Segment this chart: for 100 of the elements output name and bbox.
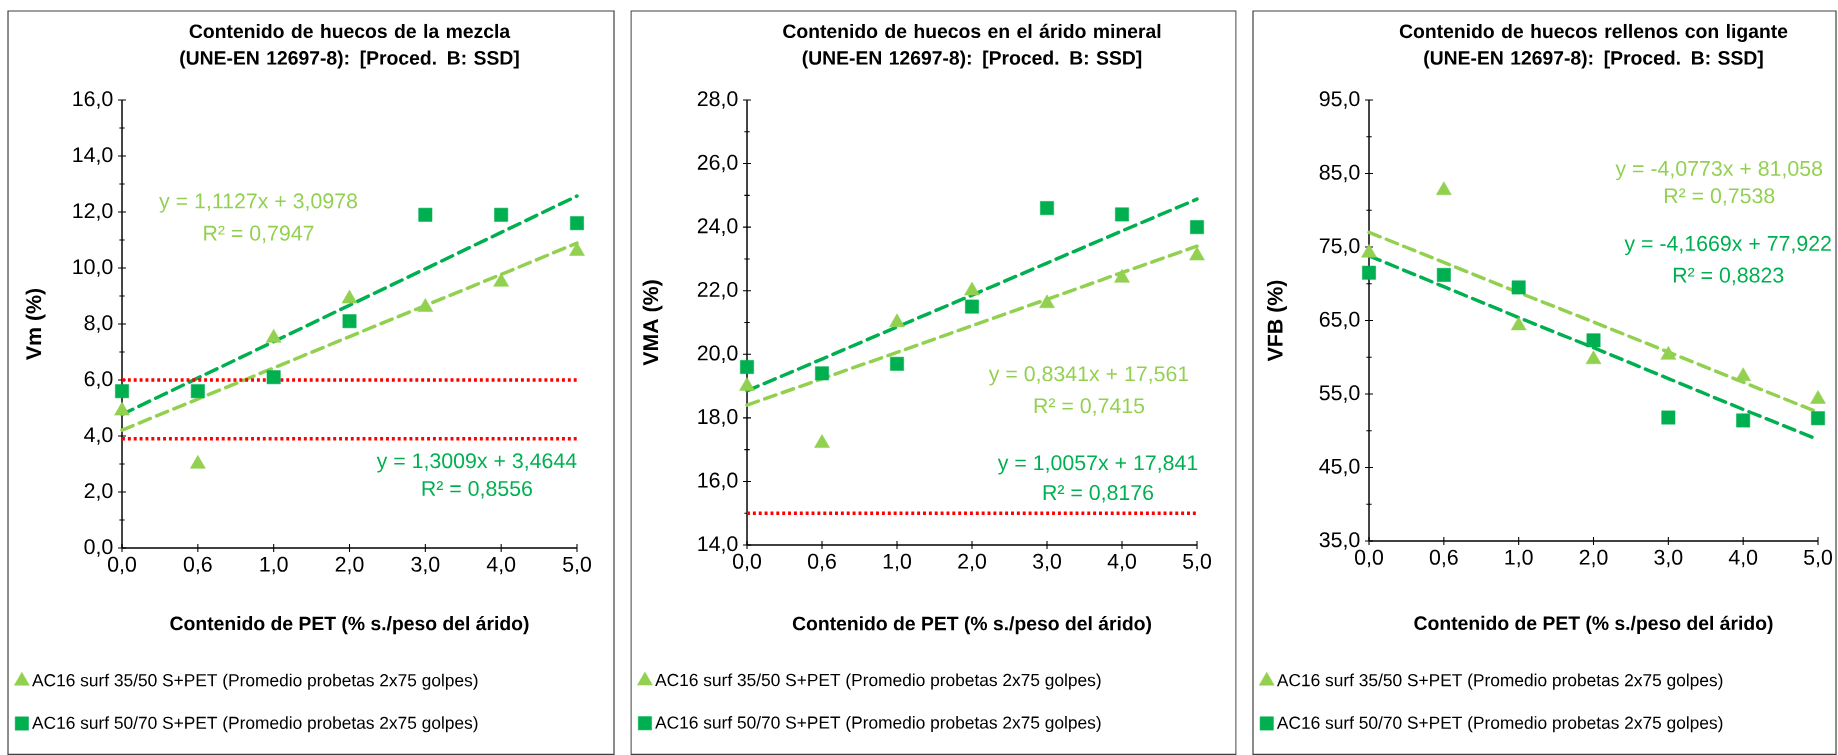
point <box>570 216 584 231</box>
annotation: R² = 0,7947 <box>204 225 314 244</box>
annotation: y = 1,0057x + 17,841 <box>997 455 1198 475</box>
chart-title: Contenido de huecos rellenos con ligante (UNE-EN 12697-8): [Proced. B: SSD] <box>1399 23 1788 69</box>
chart-title: Contenido de huecos en el árido mineral (UNE-EN 12697-8): [Proced. B: SSD] <box>783 23 1161 69</box>
x-tick-label: 4,0 <box>1107 553 1136 572</box>
x-tick-label: 3,0 <box>411 556 440 575</box>
annotation: R² = 0,8823 <box>1673 267 1784 286</box>
point <box>115 384 129 399</box>
point <box>1810 390 1826 404</box>
x-axis-title: Contenido de PET (% s./peso del árido) <box>792 615 1151 635</box>
x-tick-label: 1,0 <box>260 556 288 575</box>
x-tick-label: 1,0 <box>1505 549 1533 568</box>
y-tick-label: 20,0 <box>697 345 738 364</box>
point <box>1114 269 1130 283</box>
x-tick-label: 4,0 <box>1728 549 1758 568</box>
point <box>1436 181 1452 196</box>
x-tick-label: 0,6 <box>1429 549 1458 568</box>
y-tick-label: 75,0 <box>1319 238 1360 256</box>
x-tick-label: 2,0 <box>335 556 364 575</box>
point <box>1811 411 1825 426</box>
y-tick-label: 35,0 <box>1319 532 1360 550</box>
x-tick-label: 0,0 <box>733 553 761 572</box>
point <box>965 299 979 314</box>
y-tick-label: 65,0 <box>1319 311 1360 330</box>
point <box>964 281 980 296</box>
y-tick-label: 85,0 <box>1319 164 1360 183</box>
y-tick-label: 55,0 <box>1319 385 1360 403</box>
point <box>1436 267 1451 282</box>
legend-label: AC16 surf 35/50 S+PET (Promedio probetas 2x75 golpes) <box>1276 673 1723 690</box>
point <box>1039 294 1055 309</box>
annotation: y = 1,1127x + 3,0978 <box>159 193 357 213</box>
y-tick-label: 8,0 <box>84 315 113 333</box>
x-tick-label: 0,0 <box>1355 549 1383 568</box>
annotation: R² = 0,8176 <box>1043 485 1154 503</box>
x-tick-label: 0,6 <box>808 553 836 572</box>
point <box>1585 350 1602 365</box>
annotation: R² = 0,8556 <box>422 480 532 499</box>
x-tick-label: 4,0 <box>486 556 516 575</box>
point <box>341 289 358 304</box>
y-tick-label: 2,0 <box>84 483 113 501</box>
y-tick-label: 16,0 <box>73 91 113 109</box>
point <box>1189 246 1205 261</box>
x-axis-title: Contenido de PET (% s./peso del árido) <box>170 615 529 635</box>
point <box>494 207 509 222</box>
y-tick-label: 6,0 <box>84 371 113 389</box>
legend-label: AC16 surf 50/70 S+PET (Promedio probetas 2x75 golpes) <box>1276 716 1723 733</box>
y-axis-title: VFB (%) <box>1267 280 1287 362</box>
x-tick-label: 0,0 <box>108 556 136 575</box>
point <box>190 455 206 469</box>
point <box>569 242 585 256</box>
point <box>493 273 509 287</box>
y-tick-label: 4,0 <box>84 427 113 445</box>
x-tick-label: 2,0 <box>958 553 986 572</box>
y-axis-title: VMA (%) <box>642 280 663 366</box>
y-tick-label: 16,0 <box>698 472 738 491</box>
point <box>815 366 829 381</box>
legend-label: AC16 surf 35/50 S+PET (Promedio probetas 2x75 golpes) <box>655 673 1101 690</box>
point <box>1510 316 1527 331</box>
y-tick-label: 18,0 <box>698 409 738 427</box>
y-tick-label: 24,0 <box>697 218 738 236</box>
point <box>1040 201 1054 215</box>
point <box>1190 220 1204 235</box>
point <box>190 384 205 399</box>
x-tick-label: 0,6 <box>183 556 212 575</box>
x-tick-label: 3,0 <box>1654 549 1683 568</box>
point <box>740 360 754 374</box>
y-tick-label: 45,0 <box>1319 458 1360 477</box>
y-tick-label: 12,0 <box>73 203 113 221</box>
point <box>265 329 282 343</box>
point <box>739 377 755 391</box>
point <box>1115 207 1129 222</box>
annotation: y = 1,3009x + 3,4644 <box>376 453 577 473</box>
point <box>1661 410 1676 425</box>
x-tick-label: 5,0 <box>1804 549 1832 568</box>
point <box>1660 346 1677 360</box>
point <box>1736 413 1751 428</box>
point <box>890 356 904 371</box>
chart-title: Contenido de huecos de la mezcla (UNE-EN 12697-8): [Proced. B: SSD] <box>180 23 519 69</box>
point <box>1361 243 1377 258</box>
point <box>889 313 905 328</box>
y-tick-label: 95,0 <box>1319 91 1360 109</box>
point <box>1511 280 1526 295</box>
y-tick-label: 26,0 <box>697 154 738 173</box>
point <box>417 298 434 312</box>
legend-label: AC16 surf 50/70 S+PET (Promedio probetas 2x75 golpes) <box>655 715 1101 733</box>
annotation: y = -4,1669x + 77,922 <box>1624 235 1831 256</box>
point <box>814 434 830 448</box>
x-tick-label: 5,0 <box>1183 553 1211 572</box>
point <box>1362 265 1376 280</box>
annotation: y = -4,0773x + 81,058 <box>1615 160 1823 181</box>
y-tick-label: 28,0 <box>697 91 738 109</box>
point <box>266 370 281 385</box>
annotation: y = 0,8341x + 17,561 <box>988 366 1189 386</box>
y-tick-label: 14,0 <box>73 147 113 165</box>
y-axis-title: Vm (%) <box>25 288 46 360</box>
point <box>1586 333 1601 348</box>
annotation: R² = 0,7538 <box>1664 188 1775 206</box>
annotation: R² = 0,7415 <box>1034 398 1145 416</box>
x-tick-label: 2,0 <box>1579 549 1608 568</box>
